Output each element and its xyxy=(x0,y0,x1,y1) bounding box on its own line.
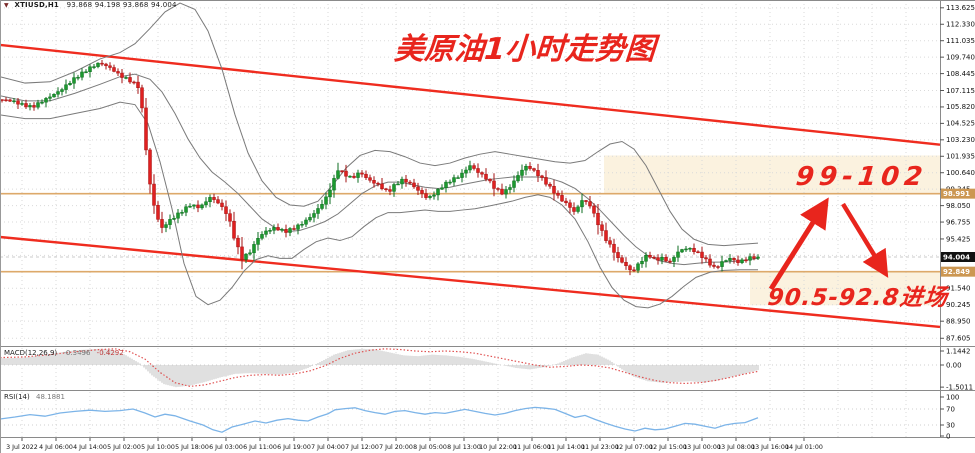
rsi-line xyxy=(0,406,759,433)
current-price-tag: 94.004 xyxy=(941,252,975,262)
annotation-arrows[interactable] xyxy=(768,197,889,291)
svg-text:7 Jul 12:00: 7 Jul 12:00 xyxy=(345,444,379,451)
svg-text:11 Jul 14:00: 11 Jul 14:00 xyxy=(547,444,585,451)
rsi-panel-label: RSI(14) 48.1881 xyxy=(4,393,65,401)
rsi-indicator-name: RSI(14) xyxy=(4,393,30,401)
svg-text:-1.5011: -1.5011 xyxy=(946,383,973,391)
svg-text:14 Jul 01:00: 14 Jul 01:00 xyxy=(785,444,823,451)
lower-level-price-tag: 92.849 xyxy=(941,266,975,277)
chart-marker-icon[interactable]: ▼ xyxy=(4,2,9,9)
svg-text:12 Jul 15:00: 12 Jul 15:00 xyxy=(649,444,687,451)
svg-text:6 Jul 03:00: 6 Jul 03:00 xyxy=(209,444,243,451)
svg-text:4 Jul 14:00: 4 Jul 14:00 xyxy=(73,444,107,451)
svg-text:3 Jul 2022: 3 Jul 2022 xyxy=(6,444,38,451)
time-axis[interactable]: 3 Jul 2022 4 Jul 06:00 4 Jul 14:00 5 Jul 02… xyxy=(6,438,823,451)
lower-channel-line[interactable] xyxy=(0,235,941,329)
svg-text:8 Jul 05:00: 8 Jul 05:00 xyxy=(413,444,447,451)
svg-text:4 Jul 06:00: 4 Jul 06:00 xyxy=(39,444,73,451)
svg-text:5 Jul 02:00: 5 Jul 02:00 xyxy=(107,444,141,451)
up-arrow[interactable] xyxy=(768,197,829,291)
entry-zone-annotation[interactable]: 90.5-92.8进场 xyxy=(766,285,950,311)
svg-text:13 Jul 00:00: 13 Jul 00:00 xyxy=(683,444,721,451)
macd-scale: 1.1442 0.00 -1.5011 xyxy=(940,347,973,391)
svg-text:95.425: 95.425 xyxy=(946,235,971,243)
macd-value-1: -0.3496 xyxy=(63,349,91,357)
svg-text:91.540: 91.540 xyxy=(946,285,971,293)
svg-text:100: 100 xyxy=(946,393,959,401)
rsi-value: 48.1881 xyxy=(35,393,65,401)
macd-signal-line xyxy=(0,348,759,387)
symbol-header: ▼ XTIUSD,H1 93.868 94.198 93.868 94.004 xyxy=(4,1,177,9)
svg-text:90.245: 90.245 xyxy=(946,301,971,309)
svg-text:7 Jul 04:00: 7 Jul 04:00 xyxy=(311,444,345,451)
svg-text:1.1442: 1.1442 xyxy=(946,347,971,355)
upper-level-price-tag: 98.991 xyxy=(941,188,975,199)
svg-text:70: 70 xyxy=(946,405,955,413)
svg-text:87.605: 87.605 xyxy=(946,335,971,343)
svg-text:111.035: 111.035 xyxy=(946,37,975,45)
svg-text:12 Jul 07:00: 12 Jul 07:00 xyxy=(615,444,653,451)
resistance-zone[interactable] xyxy=(604,155,940,194)
svg-text:98.991: 98.991 xyxy=(943,190,970,198)
macd-value-2: -0.4292 xyxy=(96,349,124,357)
svg-text:6 Jul 11:00: 6 Jul 11:00 xyxy=(243,444,277,451)
candles[interactable] xyxy=(0,59,760,276)
upper-channel-line[interactable] xyxy=(0,43,941,146)
svg-text:108.445: 108.445 xyxy=(946,70,975,78)
rsi-scale: 100 70 30 0 xyxy=(940,393,959,440)
svg-text:94.004: 94.004 xyxy=(943,254,970,262)
svg-text:11 Jul 23:00: 11 Jul 23:00 xyxy=(581,444,619,451)
svg-text:0: 0 xyxy=(946,432,950,440)
svg-text:103.230: 103.230 xyxy=(946,136,975,144)
svg-text:101.935: 101.935 xyxy=(946,153,975,161)
trend-channel[interactable] xyxy=(0,43,941,329)
macd-indicator-name: MACD(12,26,9) xyxy=(4,349,58,357)
svg-text:88.950: 88.950 xyxy=(946,317,971,325)
svg-text:96.755: 96.755 xyxy=(946,218,971,226)
svg-text:11 Jul 06:00: 11 Jul 06:00 xyxy=(513,444,551,451)
svg-text:113.625: 113.625 xyxy=(946,4,975,12)
svg-text:0.00: 0.00 xyxy=(946,361,962,369)
symbol-timeframe-label: XTIUSD,H1 xyxy=(14,1,59,9)
svg-text:104.525: 104.525 xyxy=(946,120,975,128)
resistance-zone-annotation[interactable]: 99-102 xyxy=(794,162,929,192)
macd-panel xyxy=(0,348,759,388)
ohlc-values: 93.868 94.198 93.868 94.004 xyxy=(66,1,177,9)
bollinger-lower-band xyxy=(0,101,758,309)
down-arrow[interactable] xyxy=(841,202,889,278)
svg-text:98.050: 98.050 xyxy=(946,202,971,210)
svg-text:30: 30 xyxy=(946,421,955,429)
svg-text:10 Jul 22:00: 10 Jul 22:00 xyxy=(479,444,517,451)
svg-text:13 Jul 16:00: 13 Jul 16:00 xyxy=(751,444,789,451)
svg-text:5 Jul 10:00: 5 Jul 10:00 xyxy=(141,444,175,451)
svg-text:112.330: 112.330 xyxy=(946,21,975,29)
svg-text:6 Jul 19:00: 6 Jul 19:00 xyxy=(277,444,311,451)
price-axis[interactable]: 113.625 112.330 111.035 109.740 108.445 107.1… xyxy=(940,4,975,343)
svg-text:109.740: 109.740 xyxy=(946,53,975,61)
horizontal-level-lines[interactable] xyxy=(0,192,940,273)
svg-text:105.820: 105.820 xyxy=(946,103,975,111)
macd-panel-label: MACD(12,26,9) -0.3496 -0.4292 xyxy=(4,349,124,357)
rsi-panel xyxy=(0,406,759,433)
svg-text:13 Jul 08:00: 13 Jul 08:00 xyxy=(717,444,755,451)
chart-title: 美原油1小时走势图 xyxy=(393,32,657,67)
svg-text:100.640: 100.640 xyxy=(946,169,975,177)
svg-text:7 Jul 20:00: 7 Jul 20:00 xyxy=(379,444,413,451)
svg-text:5 Jul 18:00: 5 Jul 18:00 xyxy=(175,444,209,451)
bollinger-upper-band xyxy=(0,2,759,247)
svg-text:92.849: 92.849 xyxy=(943,268,970,276)
svg-text:107.115: 107.115 xyxy=(946,87,975,95)
svg-text:8 Jul 13:00: 8 Jul 13:00 xyxy=(447,444,481,451)
